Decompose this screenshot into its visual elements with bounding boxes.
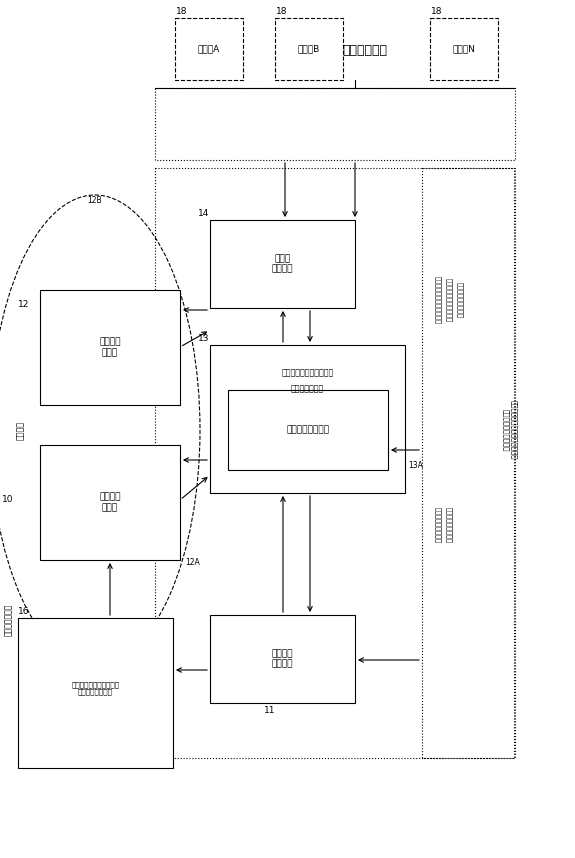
Text: 13: 13 [197,334,209,343]
Bar [155,88,515,160]
Bar [275,18,343,80]
Text: ・・・・・・: ・・・・・・ [343,44,388,57]
Bar [40,445,180,560]
Text: 12A: 12A [185,558,200,567]
Text: 18: 18 [176,7,187,16]
Text: 18: 18 [431,7,443,16]
Text: 配置先決定装置: 配置先決定装置 [3,604,13,636]
Bar [155,168,515,758]
Text: 配置先A: 配置先A [198,45,220,53]
Text: 数一配置
対応表: 数一配置 対応表 [99,338,121,357]
Text: 10: 10 [2,496,13,505]
Bar [18,618,173,768]
Text: 処置種別
判定表: 処置種別 判定表 [99,492,121,512]
Bar [210,220,355,308]
Bar [422,168,514,758]
Text: 配置先B: 配置先B [298,45,320,53]
Text: （配置先の識別子）: （配置先の識別子） [457,282,463,318]
Bar [175,18,243,80]
Text: 配置先推定機能: 配置先推定機能 [291,384,324,394]
Text: 13A: 13A [408,461,423,469]
Text: 配置済みオブジェクトの: 配置済みオブジェクトの [281,368,334,378]
Text: オブジェクトのメタデータ: オブジェクトのメタデータ [435,276,441,324]
Text: 16: 16 [18,607,29,616]
Text: 18: 18 [276,7,288,16]
Text: オブジェクトのメタデータと、
それに基づく数列情報: オブジェクトのメタデータと、 それに基づく数列情報 [503,400,517,460]
Text: 記憶装置: 記憶装置 [16,420,25,439]
Text: 配置先
決定機能: 配置先 決定機能 [272,254,293,274]
Text: 14: 14 [198,209,209,218]
Text: 及び配置先のメタデータ: 及び配置先のメタデータ [446,278,453,322]
Bar [40,290,180,405]
Text: 数値情報
供給機能: 数値情報 供給機能 [272,650,293,668]
Bar [210,345,405,493]
Bar [430,18,498,80]
Text: 12B: 12B [87,196,102,205]
Bar [228,390,388,470]
Text: 11: 11 [264,706,276,715]
Text: 配置先N: 配置先N [453,45,476,53]
Text: 12: 12 [18,300,29,309]
Text: （配置先の識別子）: （配置先の識別子） [446,507,453,543]
Text: 配置先のメタデータ: 配置先のメタデータ [435,507,441,543]
Text: 配置先みオブジェクトの
移動確認判定機能: 配置先みオブジェクトの 移動確認判定機能 [71,681,120,695]
Text: 特定アルゴリズム: 特定アルゴリズム [286,426,329,434]
Bar [210,615,355,703]
